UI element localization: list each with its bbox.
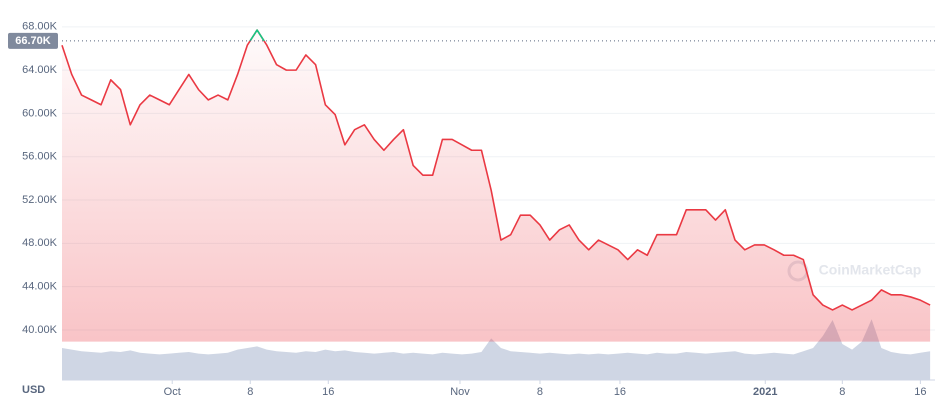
x-tick-label: 16 [914, 386, 926, 398]
y-tick-label: 40.00K [22, 324, 58, 336]
x-tick-label: Oct [164, 386, 181, 398]
y-tick-label: 48.00K [22, 237, 58, 249]
reference-label: 66.70K [15, 35, 51, 47]
volume-area [62, 319, 931, 380]
y-tick-label: 64.00K [22, 64, 58, 76]
price-fill [62, 30, 931, 342]
watermark: CoinMarketCap [819, 262, 922, 278]
y-axis-label: USD [22, 384, 45, 396]
y-tick-label: 60.00K [22, 107, 58, 119]
y-tick-label: 44.00K [22, 281, 58, 293]
x-tick-label: 8 [247, 386, 253, 398]
x-tick-label: 16 [322, 386, 334, 398]
x-tick-label: 8 [537, 386, 543, 398]
x-tick-label: Nov [450, 386, 470, 398]
reference-badge [8, 32, 58, 49]
x-tick-label: 2021 [753, 386, 777, 398]
x-tick-label: 8 [839, 386, 845, 398]
y-tick-label: 68.00K [22, 21, 58, 33]
y-tick-label: 52.00K [22, 194, 58, 206]
y-tick-label: 56.00K [22, 151, 58, 163]
x-tick-label: 16 [614, 386, 626, 398]
price-line [61, 29, 931, 311]
